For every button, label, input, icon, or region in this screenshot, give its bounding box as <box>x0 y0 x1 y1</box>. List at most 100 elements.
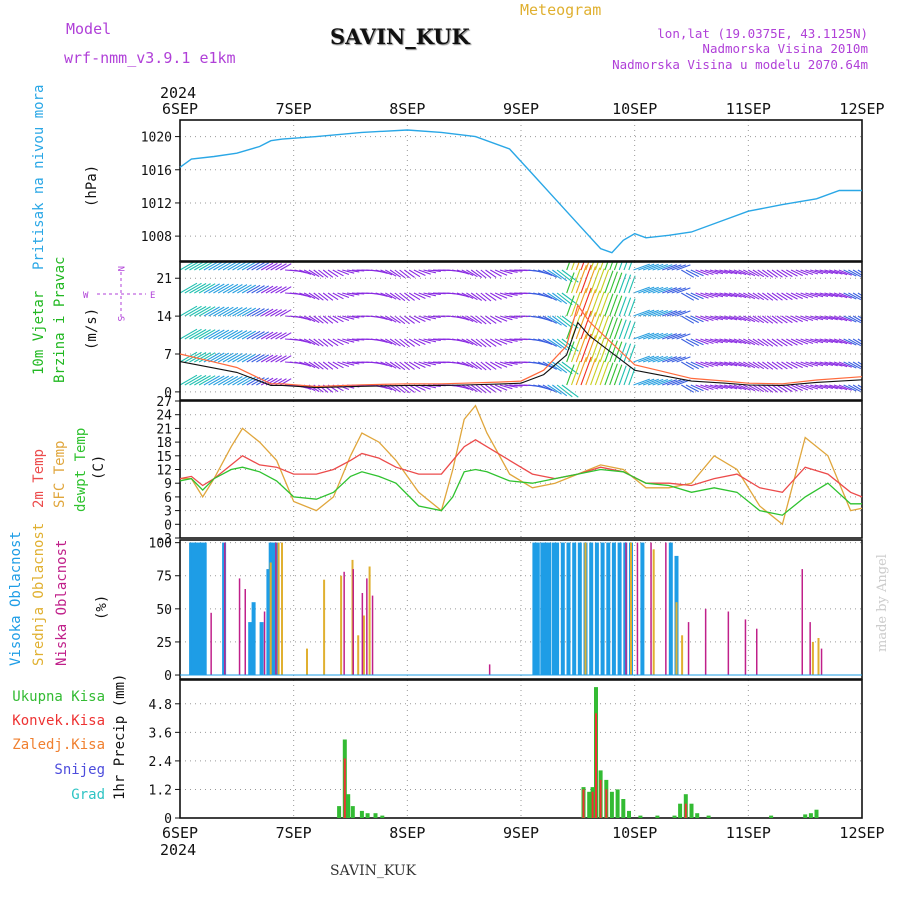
wind-barb <box>781 315 793 324</box>
wind-barb <box>814 315 829 321</box>
wind-barb <box>738 384 751 391</box>
wind-barb <box>662 310 677 317</box>
wind-barb <box>618 296 627 317</box>
wind-barb <box>399 269 410 279</box>
wind-barb <box>308 292 320 301</box>
wind-barb <box>676 264 691 271</box>
wind-barb <box>408 315 421 324</box>
wind-barb <box>838 338 852 345</box>
cloud-tick-label: 0 <box>164 669 172 684</box>
wind-barb <box>819 384 834 390</box>
wind-barb <box>375 361 388 367</box>
wind-barb <box>208 352 225 363</box>
cloud-mid-bar <box>817 638 820 676</box>
temp-tick-label: 18 <box>156 436 172 451</box>
wind-barb <box>342 338 355 343</box>
cloud-high-bar <box>611 542 616 675</box>
wind-barb <box>829 315 843 321</box>
wind-barb <box>265 308 278 317</box>
wind-barb <box>618 365 627 386</box>
cloud-low-bar <box>275 542 277 675</box>
cloud-mid-bar <box>362 615 365 676</box>
wind-barb <box>848 361 862 370</box>
wind-barb <box>394 292 406 302</box>
wind-barb <box>423 361 437 366</box>
wind-barb <box>728 384 742 390</box>
wind-barb <box>180 351 198 363</box>
wind-barb <box>499 361 513 367</box>
wind-barb <box>666 379 682 386</box>
precip-total-bar <box>655 815 660 818</box>
wind-barb <box>256 308 270 317</box>
wind-barb <box>786 292 798 300</box>
wind-barb <box>810 269 824 275</box>
wind-barb <box>542 361 557 370</box>
cloud-mid-bar <box>584 542 587 675</box>
compass-e: E <box>150 291 155 301</box>
wind-barb <box>805 384 819 390</box>
wind-barb <box>303 269 316 277</box>
wind-barb <box>428 338 441 342</box>
wind-barb <box>642 263 659 271</box>
wind-barb <box>380 269 393 276</box>
elevation-text: Nadmorska Visina 2010m <box>702 41 868 56</box>
wind-barb <box>766 361 778 370</box>
wind-barb <box>623 366 632 386</box>
wind-barb <box>800 315 814 322</box>
wind-barb <box>786 338 798 346</box>
wind-barb <box>480 384 492 394</box>
wind-barb <box>213 375 230 386</box>
cloud-high-bar <box>266 569 271 675</box>
wind-barb <box>638 263 655 271</box>
wind-barb <box>743 384 756 392</box>
wind-barb <box>752 361 765 370</box>
wind-barb <box>843 338 857 346</box>
wind-barb <box>700 269 714 276</box>
wind-barb <box>232 284 248 294</box>
wind-barb <box>709 315 724 321</box>
wind-barb <box>385 269 397 277</box>
wind-barb <box>662 356 677 363</box>
model-label: Model <box>66 20 111 38</box>
wind-barb <box>599 292 610 317</box>
cloud-label-mid: Srednja Oblacnost <box>31 523 47 666</box>
wind-barb <box>222 352 239 363</box>
wind-barb <box>208 329 225 340</box>
temp-label-dew: dewpt Temp <box>73 428 89 512</box>
wind-barb <box>466 269 478 278</box>
wind-barb <box>404 269 415 278</box>
wind-barb <box>580 264 592 294</box>
wind-barb <box>332 269 344 277</box>
wind-barb <box>194 329 211 340</box>
wind-barb <box>485 361 497 370</box>
wind-barb <box>733 315 747 322</box>
wind-barb <box>743 269 756 277</box>
wind-barb <box>580 333 592 363</box>
wind-barb <box>251 354 265 363</box>
bottom-year: 2024 <box>160 841 196 859</box>
wind-barb <box>198 306 216 317</box>
wind-barb <box>704 361 719 367</box>
wind-barb <box>318 269 329 278</box>
wind-barb <box>714 292 728 298</box>
station-title: SAVIN_KUK <box>330 24 471 49</box>
cloud-high-bar <box>532 542 537 675</box>
wind-barb <box>203 329 220 340</box>
wind-barb <box>652 378 668 386</box>
wind-barb <box>222 306 239 317</box>
cloud-panel: 0 25 50 75 100 <box>149 537 863 684</box>
wind-barb <box>781 292 793 301</box>
wind-barb <box>671 356 687 363</box>
wind-barb <box>762 315 774 324</box>
wind-barb <box>470 384 483 393</box>
wind-barb <box>747 338 760 346</box>
wind-barb <box>490 269 502 277</box>
time-label-top: 9SEP <box>503 100 539 118</box>
wind-barb <box>766 338 778 347</box>
wind-barb <box>499 338 513 344</box>
wind-barb <box>743 315 756 323</box>
wind-barb <box>771 269 783 278</box>
wind-barb <box>685 384 699 393</box>
wind-barb <box>327 269 339 278</box>
wind-barb <box>690 361 704 369</box>
